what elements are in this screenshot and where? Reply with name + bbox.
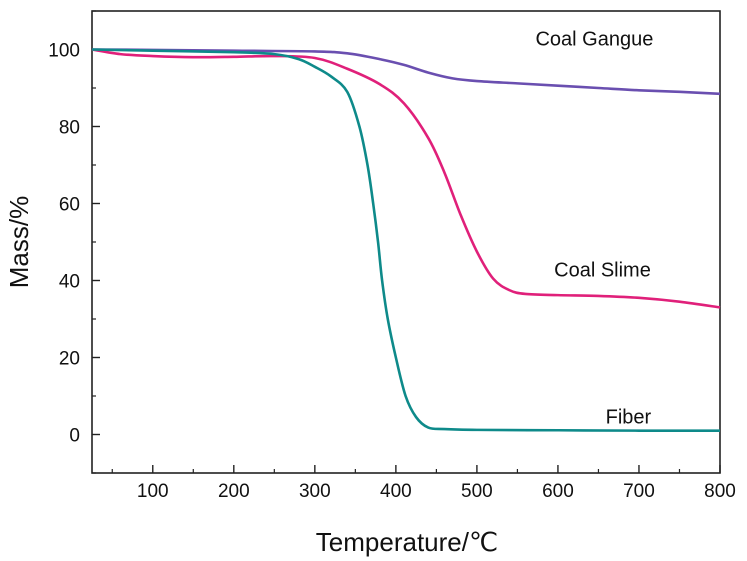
series-labels: Coal Gangue Coal Slime Fiber [535, 29, 653, 429]
x-tick-label: 300 [299, 481, 331, 502]
y-tick-label: 100 [48, 41, 80, 62]
x-tick-label: 800 [704, 481, 736, 502]
x-tick-label: 500 [461, 481, 493, 502]
y-tick-label: 0 [69, 426, 80, 447]
y-tick-label: 40 [59, 272, 80, 293]
y-tick-label: 80 [59, 118, 80, 139]
x-tick-label: 700 [623, 481, 655, 502]
series-label-fiber: Fiber [606, 407, 652, 429]
series-label-coal-slime: Coal Slime [554, 260, 651, 282]
x-axis-title: Temperature/℃ [316, 527, 498, 557]
series-line-fiber [91, 48, 721, 432]
x-tick-label: 600 [542, 481, 574, 502]
x-tick-label: 100 [137, 481, 169, 502]
series-line-coal-slime [91, 48, 721, 309]
x-tick-label: 400 [380, 481, 412, 502]
axis-ticks: 100 200 300 400 500 600 700 800 0 20 40 60 80 100 [48, 10, 736, 502]
y-axis-title: Mass/% [4, 196, 34, 288]
y-tick-label: 60 [59, 195, 80, 216]
series-label-coal-gangue: Coal Gangue [535, 29, 653, 51]
series-lines [91, 48, 721, 432]
x-tick-label: 200 [218, 481, 250, 502]
plot-frame [91, 10, 721, 474]
y-tick-label: 20 [59, 349, 80, 370]
series-line-coal-gangue [91, 48, 721, 96]
